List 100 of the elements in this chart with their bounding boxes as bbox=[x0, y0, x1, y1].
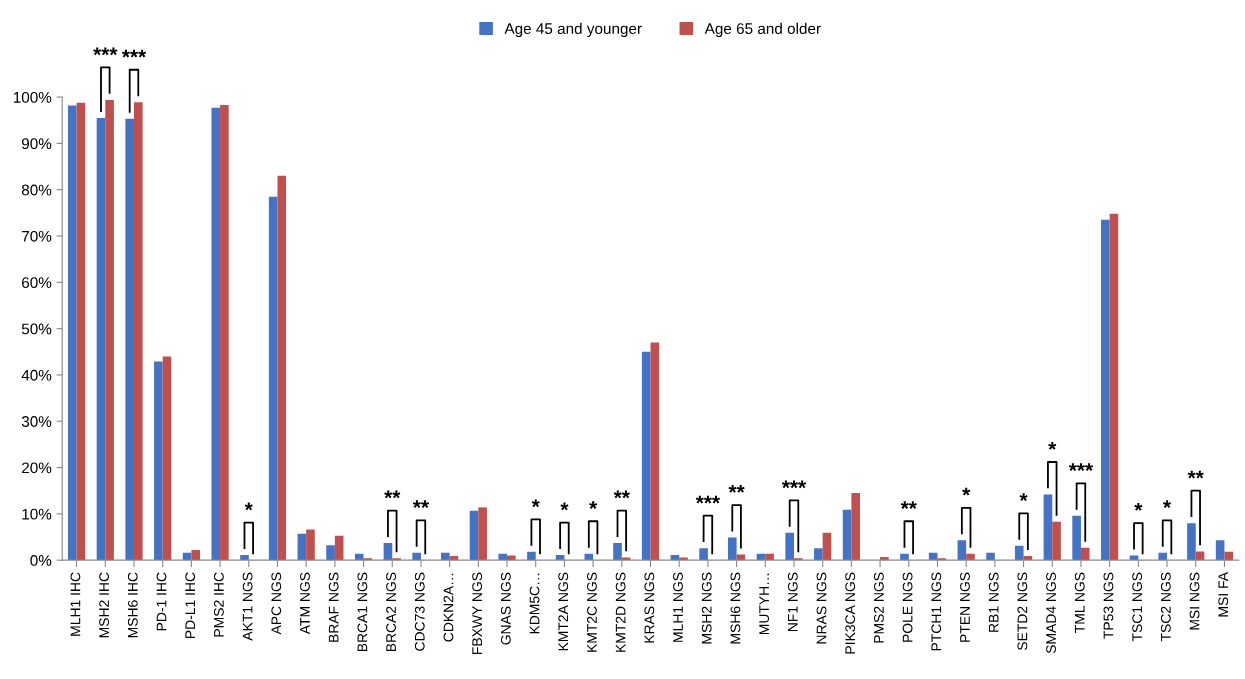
bar bbox=[880, 556, 889, 561]
bar bbox=[297, 533, 307, 561]
y-tick-label: 40% bbox=[21, 369, 52, 381]
y-tick-label: 80% bbox=[21, 184, 52, 196]
legend-label: Age 45 and younger bbox=[504, 22, 642, 38]
x-tick-label: KMT2A NGS bbox=[558, 572, 569, 651]
annotation: * bbox=[560, 502, 569, 511]
bar bbox=[966, 553, 975, 561]
x-tick-label: NF1 NGS bbox=[787, 572, 798, 632]
x-tick-label: MSI NGS bbox=[1189, 572, 1200, 630]
annotation: * bbox=[962, 487, 971, 496]
x-tick-label: CDKN2A… bbox=[443, 573, 454, 642]
bar bbox=[125, 118, 134, 561]
x-tick-label: PTCH1 NGS bbox=[931, 572, 942, 651]
bar bbox=[822, 532, 832, 561]
bar bbox=[498, 553, 508, 561]
bar bbox=[1109, 213, 1119, 561]
annotation: * bbox=[589, 501, 598, 509]
annotation: ** bbox=[613, 490, 630, 499]
x-tick-label: RB1 NGS bbox=[988, 572, 999, 632]
x-tick-label: PTEN NGS bbox=[960, 572, 970, 642]
x-tick-label: MSH6 IHC bbox=[127, 572, 138, 638]
bar bbox=[1195, 551, 1205, 561]
bar bbox=[679, 557, 688, 561]
x-tick-label: TML NGS bbox=[1074, 572, 1085, 633]
x-tick-label: BRCA2 NGS bbox=[386, 572, 396, 652]
annotation: * bbox=[1048, 441, 1057, 450]
x-tick-label: NRAS NGS bbox=[816, 572, 827, 644]
x-tick-label: MUTYH… bbox=[759, 573, 770, 635]
x-tick-label: KDM5C… bbox=[529, 573, 540, 634]
y-tick-label: 90% bbox=[21, 138, 52, 150]
y-tick-label: 50% bbox=[21, 323, 52, 335]
annotation: *** bbox=[1068, 463, 1094, 472]
bar bbox=[76, 102, 86, 561]
bar bbox=[507, 555, 516, 561]
annotation: *** bbox=[781, 480, 807, 489]
bar bbox=[1215, 540, 1225, 561]
annotation: * bbox=[531, 499, 540, 508]
x-tick-label: PMS2 IHC bbox=[213, 572, 224, 637]
x-tick-label: TSC1 NGS bbox=[1132, 572, 1143, 642]
x-tick-label: MSI FA bbox=[1218, 572, 1229, 617]
annotation: *** bbox=[695, 495, 721, 504]
bar bbox=[1072, 515, 1081, 561]
bar bbox=[814, 548, 823, 561]
bar bbox=[412, 552, 421, 561]
bar bbox=[240, 555, 249, 561]
bar bbox=[650, 342, 660, 561]
annotation: ** bbox=[1187, 470, 1204, 479]
x-tick-label: SETD2 NGS bbox=[1017, 572, 1028, 651]
x-tick-label: KRAS NGS bbox=[644, 572, 655, 643]
y-tick-label: 20% bbox=[22, 462, 52, 474]
x-tick-label: BRAF NGS bbox=[328, 572, 339, 642]
x-tick-label: ATM NGS bbox=[300, 572, 310, 635]
annotation: * bbox=[244, 502, 253, 511]
bar bbox=[67, 105, 77, 561]
x-tick-label: POLE NGS bbox=[902, 572, 913, 642]
x-tick-label: SMAD4 NGS bbox=[1046, 572, 1056, 654]
y-tick-label: 10% bbox=[22, 508, 52, 520]
bar bbox=[326, 545, 335, 561]
bar bbox=[900, 553, 909, 561]
annotation: * bbox=[1163, 500, 1172, 509]
bar bbox=[306, 529, 315, 561]
annotation: * bbox=[1019, 493, 1028, 502]
bar bbox=[1014, 545, 1024, 561]
bar bbox=[670, 555, 680, 561]
bar bbox=[555, 555, 565, 561]
bar bbox=[277, 175, 287, 561]
bar bbox=[478, 507, 487, 561]
legend-label: Age 65 and older bbox=[704, 22, 821, 38]
bar bbox=[641, 351, 651, 561]
bar bbox=[957, 540, 967, 561]
y-tick-label: 0% bbox=[30, 555, 52, 566]
y-tick-label: 70% bbox=[22, 230, 52, 242]
x-tick-label: PIK3CA NGS bbox=[845, 572, 856, 654]
annotation: ** bbox=[412, 500, 430, 509]
bar bbox=[162, 356, 172, 561]
bar bbox=[613, 543, 622, 561]
x-tick-label: GNAS NGS bbox=[500, 572, 511, 645]
x-tick-label: FBXWY NGS bbox=[472, 572, 483, 654]
bar bbox=[842, 509, 852, 561]
x-tick-label: MSH2 NGS bbox=[701, 572, 712, 644]
y-tick-label: 30% bbox=[21, 416, 52, 427]
bar bbox=[105, 99, 114, 561]
x-tick-label: CDC73 NGS bbox=[414, 572, 425, 651]
bar bbox=[1043, 494, 1053, 561]
bar bbox=[1187, 523, 1196, 561]
annotation: ** bbox=[384, 490, 401, 499]
bar bbox=[1224, 551, 1234, 561]
x-tick-label: MLH1 IHC bbox=[70, 572, 81, 636]
bar bbox=[1080, 547, 1090, 561]
bar bbox=[211, 107, 221, 561]
x-tick-label: PMS2 NGS bbox=[873, 572, 884, 643]
y-tick-label: 60% bbox=[22, 277, 52, 289]
x-tick-label: MLH1 NGS bbox=[673, 572, 683, 642]
bar bbox=[785, 532, 794, 561]
bar bbox=[96, 117, 106, 561]
bar bbox=[220, 104, 229, 561]
x-tick-label: AKT1 NGS bbox=[242, 572, 253, 641]
bar bbox=[727, 537, 737, 561]
bar bbox=[268, 196, 278, 561]
